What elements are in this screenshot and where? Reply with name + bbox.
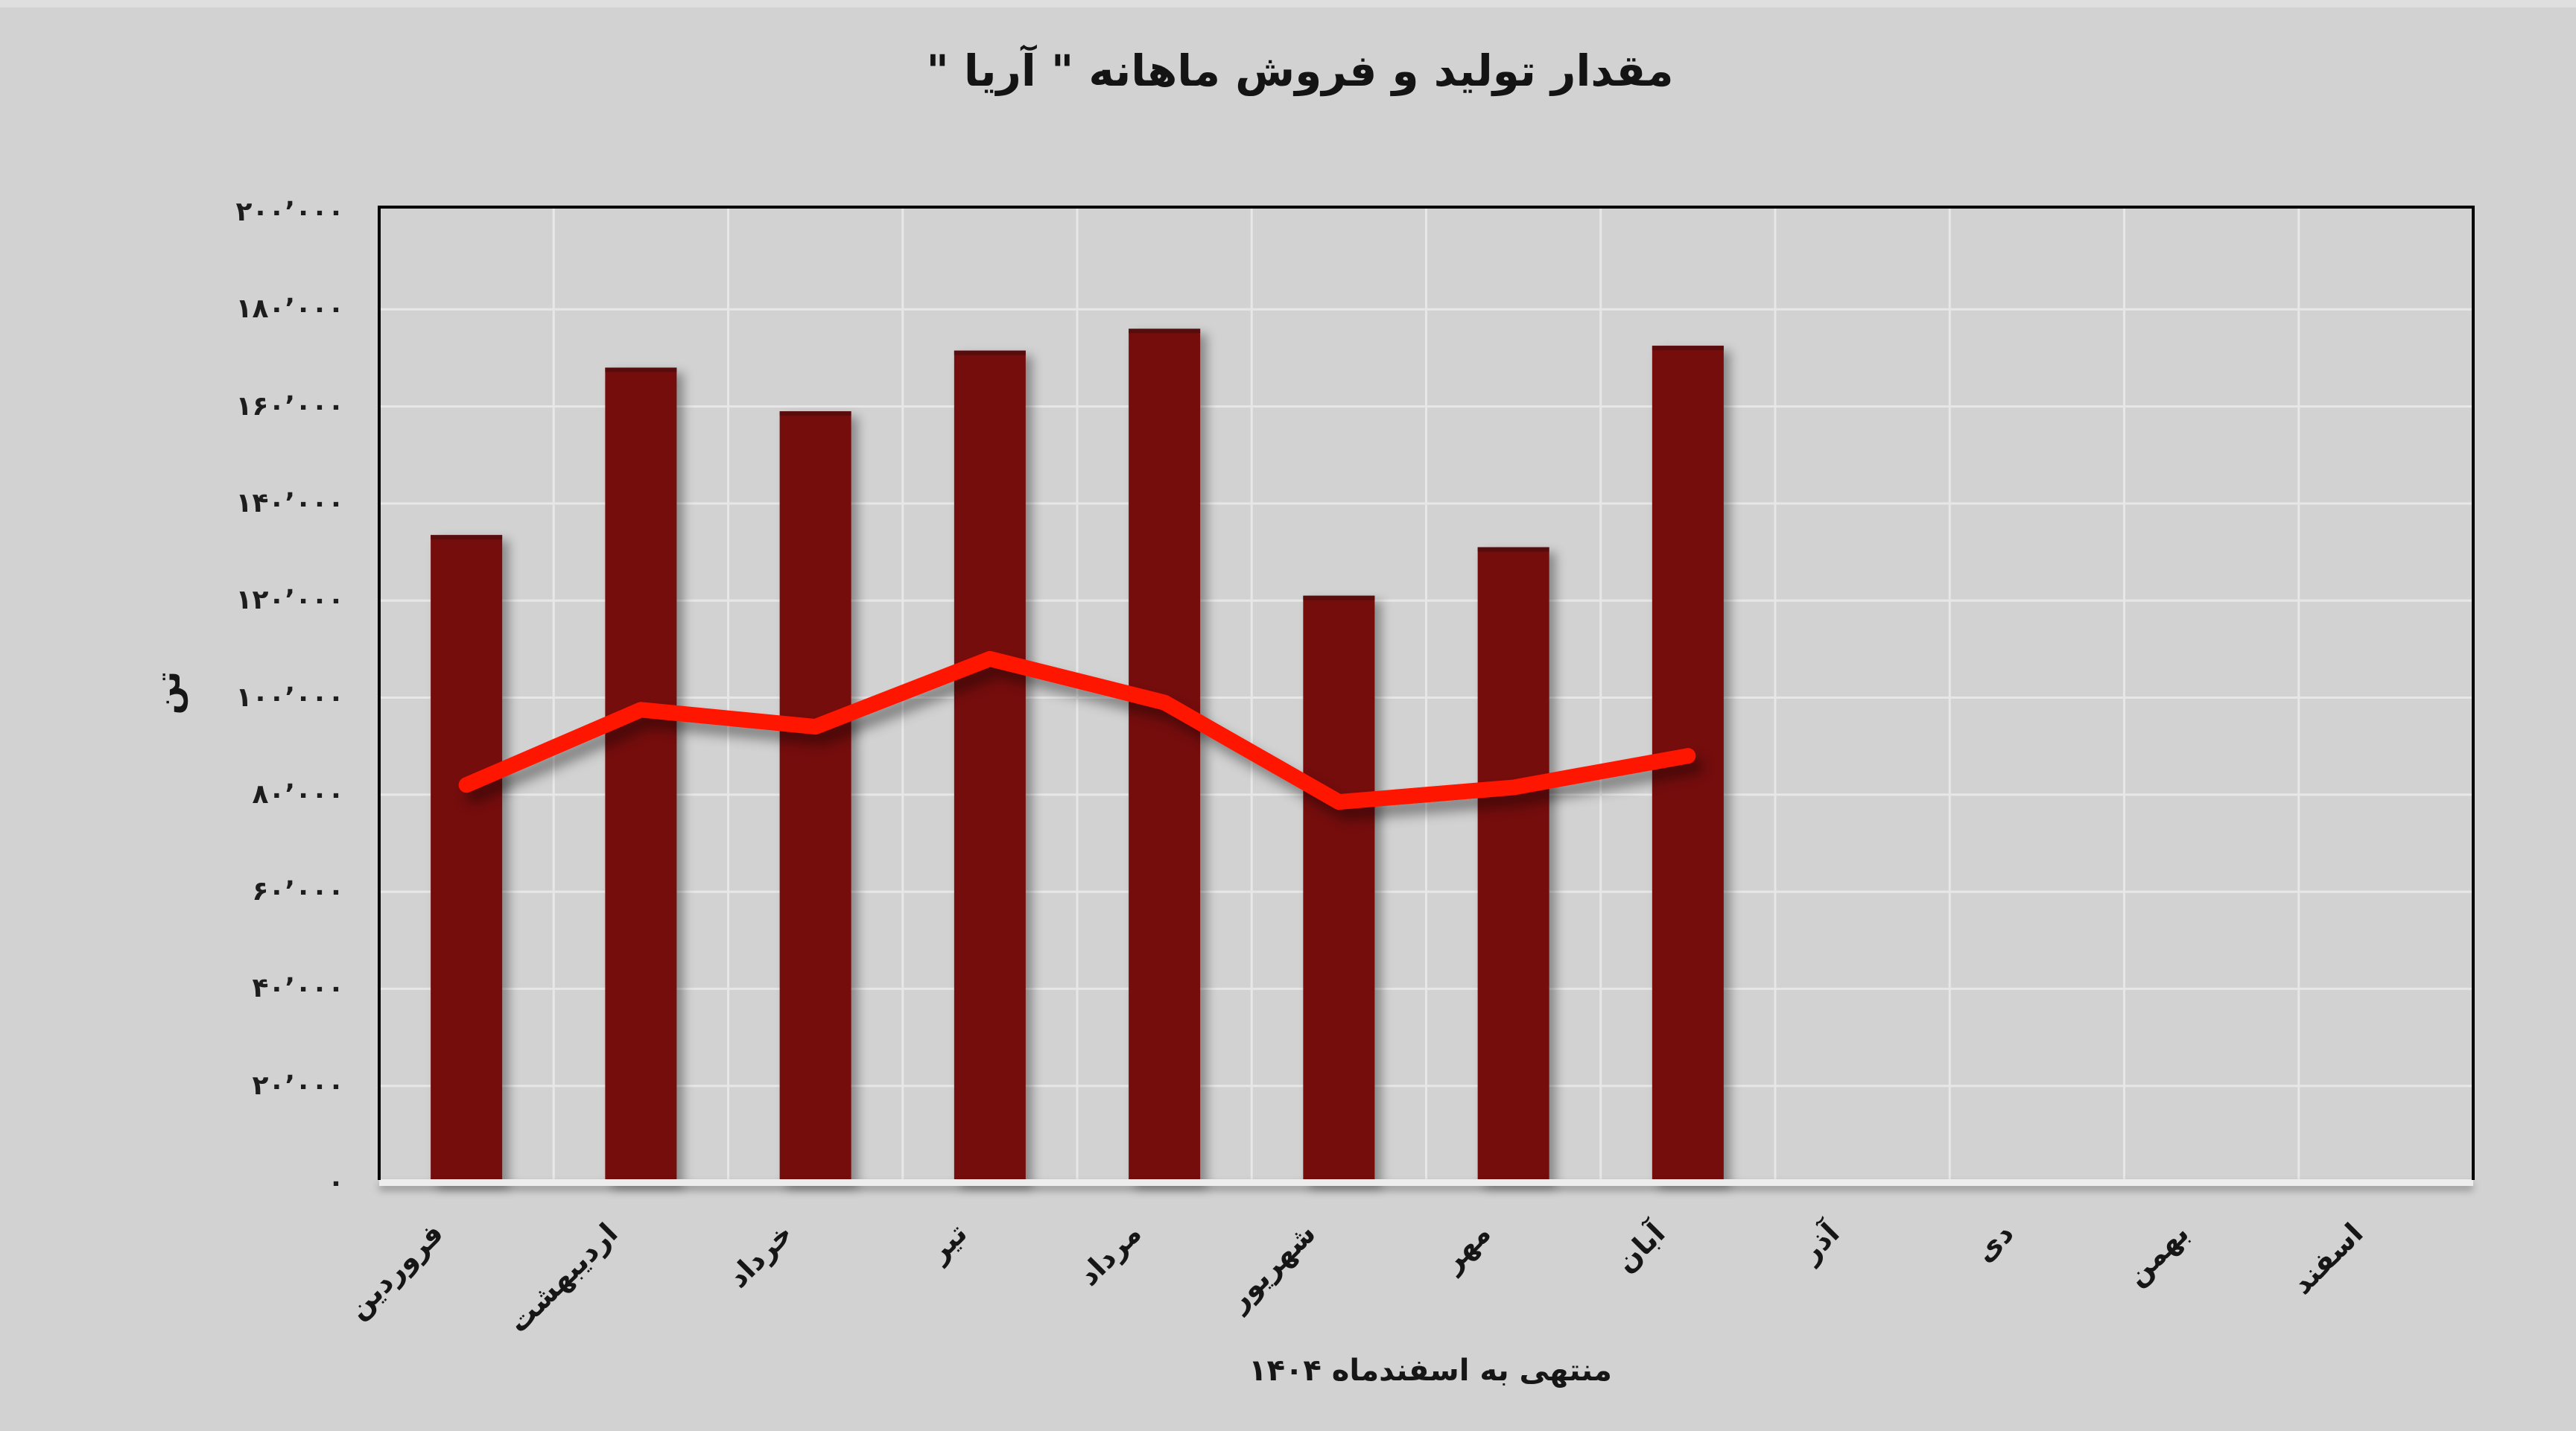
chart-title: مقدار تولید و فروش ماهانه " آریا " <box>926 45 1674 96</box>
bar-top-edge <box>1303 595 1375 600</box>
y-tick-label-40000: ۴۰٬۰۰۰ <box>252 973 344 1004</box>
y-tick-label-80000: ۸۰٬۰۰۰ <box>252 778 344 810</box>
y-tick-label-200000: ۲۰۰٬۰۰۰ <box>235 197 344 227</box>
y-tick-label-180000: ۱۸۰٬۰۰۰ <box>235 294 344 325</box>
bar-top-edge <box>779 411 851 416</box>
top-strip <box>0 0 2576 7</box>
bar-top-edge <box>1477 547 1549 552</box>
plot-border <box>378 206 2475 1180</box>
y-tick-label-60000: ۶۰٬۰۰۰ <box>252 876 344 907</box>
y-tick-label-140000: ۱۴۰٬۰۰۰ <box>235 487 344 518</box>
production-bar-2 <box>779 411 851 1183</box>
x-axis-line <box>379 1179 2473 1186</box>
production-bar-3 <box>954 350 1026 1183</box>
production-bars <box>431 329 1724 1184</box>
y-tick-label-100000: ۱۰۰٬۰۰۰ <box>235 682 344 713</box>
y-tick-label-120000: ۱۲۰٬۰۰۰ <box>235 585 344 616</box>
y-tick-label-160000: ۱۶۰٬۰۰۰ <box>235 390 344 422</box>
bar-top-edge <box>1129 329 1201 334</box>
bar-top-edge <box>954 350 1026 355</box>
production-bar-0 <box>431 535 503 1183</box>
production-bar-5 <box>1303 595 1375 1183</box>
production-bar-1 <box>605 367 677 1184</box>
production-bar-6 <box>1477 547 1549 1183</box>
y-tick-label-20000: ۲۰٬۰۰۰ <box>252 1070 344 1101</box>
bar-top-edge <box>431 535 503 540</box>
axis-caption: منتهی به اسفندماه ۱۴۰۴ <box>1249 1354 1612 1388</box>
bar-top-edge <box>605 367 677 372</box>
bar-top-edge <box>1652 346 1724 351</box>
y-tick-label-0: ۰ <box>328 1167 344 1198</box>
sales-line <box>458 650 1696 810</box>
production-bar-4 <box>1129 329 1201 1183</box>
